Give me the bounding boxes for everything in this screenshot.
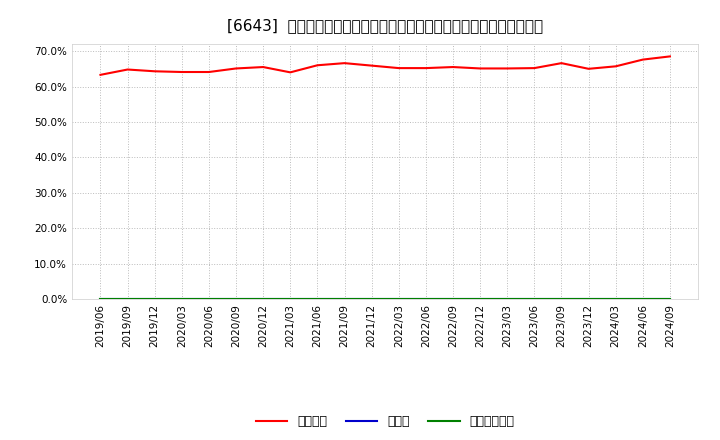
自己資本 [476,66,485,71]
のれん [259,297,268,302]
自己資本 [178,70,186,75]
繰延税金資産 [421,297,430,302]
自己資本 [665,54,674,59]
のれん [96,297,105,302]
自己資本 [421,66,430,71]
繰延税金資産 [530,297,539,302]
自己資本 [150,69,159,74]
自己資本 [503,66,511,71]
繰延税金資産 [96,297,105,302]
自己資本 [395,66,403,71]
自己資本 [449,64,457,70]
のれん [313,297,322,302]
のれん [584,297,593,302]
自己資本 [123,67,132,72]
繰延税金資産 [584,297,593,302]
のれん [232,297,240,302]
Line: 自己資本: 自己資本 [101,56,670,75]
繰延税金資産 [557,297,566,302]
繰延税金資産 [286,297,294,302]
繰延税金資産 [150,297,159,302]
自己資本 [259,64,268,70]
繰延税金資産 [367,297,376,302]
自己資本 [341,60,349,66]
繰延税金資産 [313,297,322,302]
のれん [476,297,485,302]
のれん [204,297,213,302]
繰延税金資産 [259,297,268,302]
のれん [123,297,132,302]
のれん [286,297,294,302]
繰延税金資産 [449,297,457,302]
のれん [421,297,430,302]
自己資本 [639,57,647,62]
自己資本 [530,66,539,71]
のれん [530,297,539,302]
繰延税金資産 [395,297,403,302]
繰延税金資産 [232,297,240,302]
のれん [639,297,647,302]
繰延税金資産 [123,297,132,302]
のれん [449,297,457,302]
のれん [178,297,186,302]
自己資本 [557,60,566,66]
Legend: 自己資本, のれん, 繰延税金資産: 自己資本, のれん, 繰延税金資産 [251,411,520,433]
繰延税金資産 [341,297,349,302]
繰延税金資産 [204,297,213,302]
繰延税金資産 [665,297,674,302]
自己資本 [584,66,593,71]
繰延税金資産 [611,297,620,302]
自己資本 [313,62,322,68]
のれん [611,297,620,302]
繰延税金資産 [639,297,647,302]
Title: [6643]  自己資本、のれん、繰延税金資産の総資産に対する比率の推移: [6643] 自己資本、のれん、繰延税金資産の総資産に対する比率の推移 [227,18,544,33]
のれん [665,297,674,302]
自己資本 [96,72,105,77]
繰延税金資産 [178,297,186,302]
自己資本 [204,70,213,75]
繰延税金資産 [476,297,485,302]
のれん [150,297,159,302]
のれん [557,297,566,302]
のれん [341,297,349,302]
自己資本 [286,70,294,75]
のれん [503,297,511,302]
のれん [395,297,403,302]
繰延税金資産 [503,297,511,302]
自己資本 [367,63,376,68]
のれん [367,297,376,302]
自己資本 [611,64,620,69]
自己資本 [232,66,240,71]
